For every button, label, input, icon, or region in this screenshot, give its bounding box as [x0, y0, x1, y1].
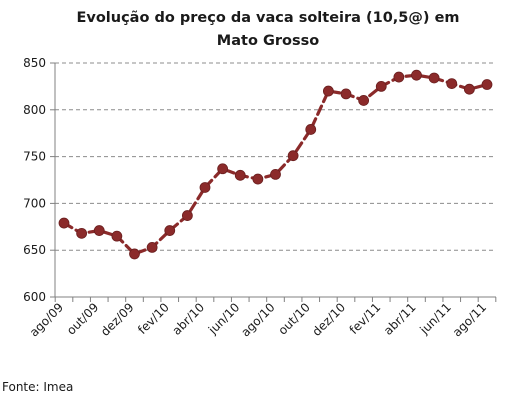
y-tick-labels: 600 650 700 750 800 850 — [23, 56, 46, 304]
data-point — [76, 227, 88, 239]
data-point — [411, 69, 422, 81]
y-tick-label: 750 — [23, 150, 46, 164]
x-tick-label: out/09 — [64, 300, 101, 337]
x-tick-label: fev/10 — [135, 300, 172, 337]
data-point — [340, 88, 352, 100]
y-tick-label: 800 — [23, 103, 46, 117]
data-point — [181, 210, 193, 221]
series-path — [62, 73, 489, 256]
x-tick-label: dez/09 — [98, 300, 137, 339]
source-note: Fonte: Imea — [2, 380, 74, 394]
data-point — [146, 241, 158, 253]
x-tick-label: abr/10 — [169, 300, 207, 338]
x-tick-label: abr/11 — [381, 300, 419, 338]
y-tick-label: 650 — [23, 243, 46, 257]
x-tick-label: ago/10 — [238, 300, 277, 339]
x-tick-label: fev/11 — [347, 300, 384, 337]
data-point — [234, 169, 246, 181]
data-point — [58, 217, 70, 229]
data-point — [393, 71, 405, 83]
chart: Evolução do preço da vaca solteira (10,5… — [23, 10, 497, 340]
x-tick-label: out/10 — [275, 300, 312, 337]
data-point — [375, 81, 387, 92]
gridlines — [55, 62, 496, 251]
y-tick-label: 600 — [23, 290, 46, 304]
series-line — [62, 73, 489, 256]
data-point — [93, 225, 105, 236]
data-point — [305, 124, 317, 135]
data-point — [217, 163, 229, 175]
data-point — [322, 85, 334, 97]
data-point — [481, 79, 493, 90]
chart-title-line-2: Mato Grosso — [217, 33, 319, 49]
data-point — [287, 150, 299, 162]
x-tick-label: jun/10 — [205, 300, 242, 337]
data-point — [164, 225, 176, 236]
data-point — [270, 168, 281, 180]
chart-title-line-1: Evolução do preço da vaca solteira (10,5… — [76, 10, 459, 26]
data-points — [58, 69, 493, 260]
x-tick-label: ago/09 — [27, 300, 66, 339]
x-tick-label: dez/10 — [309, 300, 348, 339]
data-point — [111, 230, 123, 242]
y-tick-label: 850 — [23, 56, 46, 70]
data-point — [199, 182, 211, 193]
data-point — [129, 248, 140, 260]
x-tick-label: ago/11 — [450, 300, 489, 339]
axes — [50, 62, 497, 302]
x-tick-labels: ago/09out/09dez/09fev/10abr/10jun/10ago/… — [27, 300, 489, 339]
data-point — [446, 78, 458, 89]
data-point — [358, 95, 370, 106]
data-point — [428, 72, 440, 84]
data-point — [463, 83, 475, 95]
data-point — [252, 173, 264, 185]
x-tick-label: jun/11 — [416, 300, 453, 337]
y-tick-label: 700 — [23, 196, 46, 210]
